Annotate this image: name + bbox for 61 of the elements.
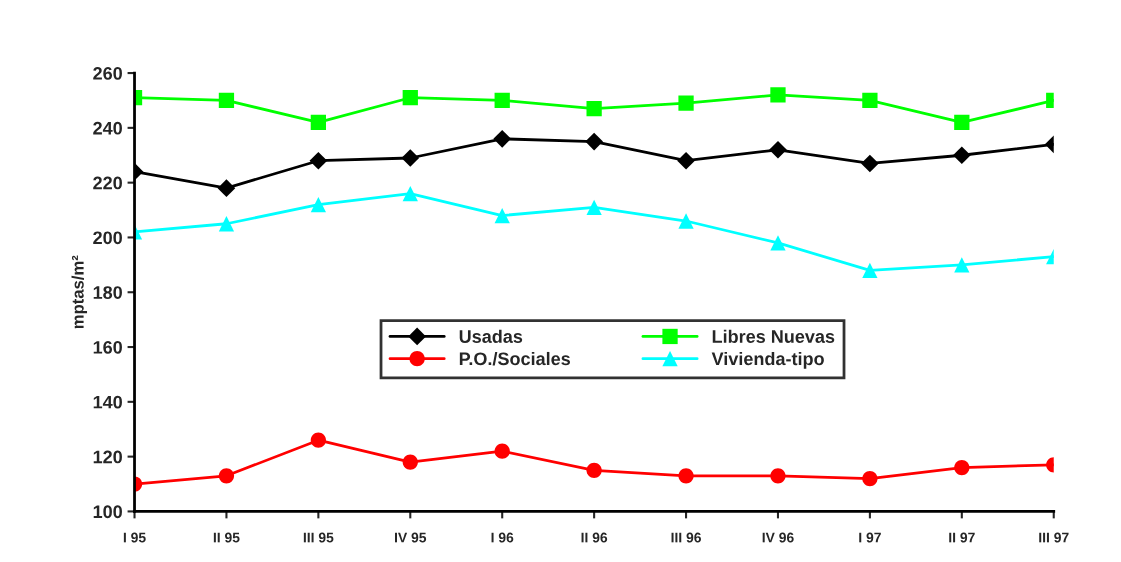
x-tick-label: III 97 bbox=[1039, 532, 1069, 543]
legend-label: Vivienda-tipo bbox=[711, 351, 824, 369]
point bbox=[494, 92, 510, 109]
point bbox=[586, 199, 602, 215]
y-tick-label: 100 bbox=[93, 505, 122, 519]
x-tick-label: I 97 bbox=[859, 532, 881, 543]
point bbox=[678, 95, 694, 111]
y-tick-label: 220 bbox=[93, 176, 122, 190]
point bbox=[770, 87, 786, 103]
legend-label: Libres Nuevas bbox=[712, 329, 835, 343]
point bbox=[769, 140, 787, 159]
y-tick-label: 200 bbox=[93, 231, 122, 245]
point bbox=[493, 129, 512, 148]
point bbox=[585, 132, 603, 151]
y-axis-title: mptas/m² bbox=[71, 255, 88, 329]
x-tick-label: III 95 bbox=[303, 532, 334, 543]
y-tick-label: 140 bbox=[93, 395, 122, 409]
point bbox=[310, 432, 326, 448]
point bbox=[402, 90, 418, 106]
point bbox=[218, 468, 235, 484]
x-tick-label: II 97 bbox=[949, 532, 975, 543]
x-tick-label: II 95 bbox=[213, 532, 240, 543]
x-tick-label: IV 95 bbox=[395, 532, 427, 543]
point bbox=[954, 257, 970, 273]
point bbox=[678, 468, 694, 484]
point bbox=[218, 216, 235, 232]
point bbox=[862, 92, 878, 109]
point bbox=[954, 114, 970, 131]
point bbox=[310, 114, 326, 131]
point bbox=[678, 213, 694, 229]
point bbox=[952, 146, 971, 165]
x-tick-label: I 95 bbox=[123, 532, 146, 543]
y-tick-label: 180 bbox=[93, 286, 122, 299]
y-tick-label: 240 bbox=[93, 121, 122, 135]
point bbox=[954, 459, 970, 476]
point bbox=[402, 185, 418, 202]
point bbox=[310, 196, 326, 213]
point bbox=[494, 207, 510, 224]
point bbox=[677, 151, 695, 170]
x-tick-label: III 96 bbox=[671, 532, 701, 543]
point bbox=[770, 468, 786, 484]
y-tick-label: 160 bbox=[93, 340, 122, 354]
point bbox=[861, 154, 879, 173]
legend-label: Usadas bbox=[459, 329, 523, 343]
point bbox=[494, 443, 510, 459]
y-tick-label: 120 bbox=[93, 450, 122, 464]
point bbox=[862, 470, 878, 487]
point bbox=[586, 101, 602, 117]
point bbox=[586, 462, 602, 478]
point bbox=[309, 151, 328, 170]
point bbox=[217, 179, 236, 197]
point bbox=[862, 262, 878, 278]
legend-label: P.O./Sociales bbox=[459, 351, 570, 366]
point bbox=[401, 149, 420, 167]
x-tick-label: II 96 bbox=[581, 532, 608, 543]
point bbox=[402, 454, 418, 470]
x-tick-label: IV 96 bbox=[762, 532, 794, 543]
y-tick-label: 260 bbox=[93, 66, 122, 80]
point bbox=[770, 235, 786, 251]
point bbox=[218, 92, 235, 109]
x-tick-label: I 96 bbox=[491, 532, 514, 543]
